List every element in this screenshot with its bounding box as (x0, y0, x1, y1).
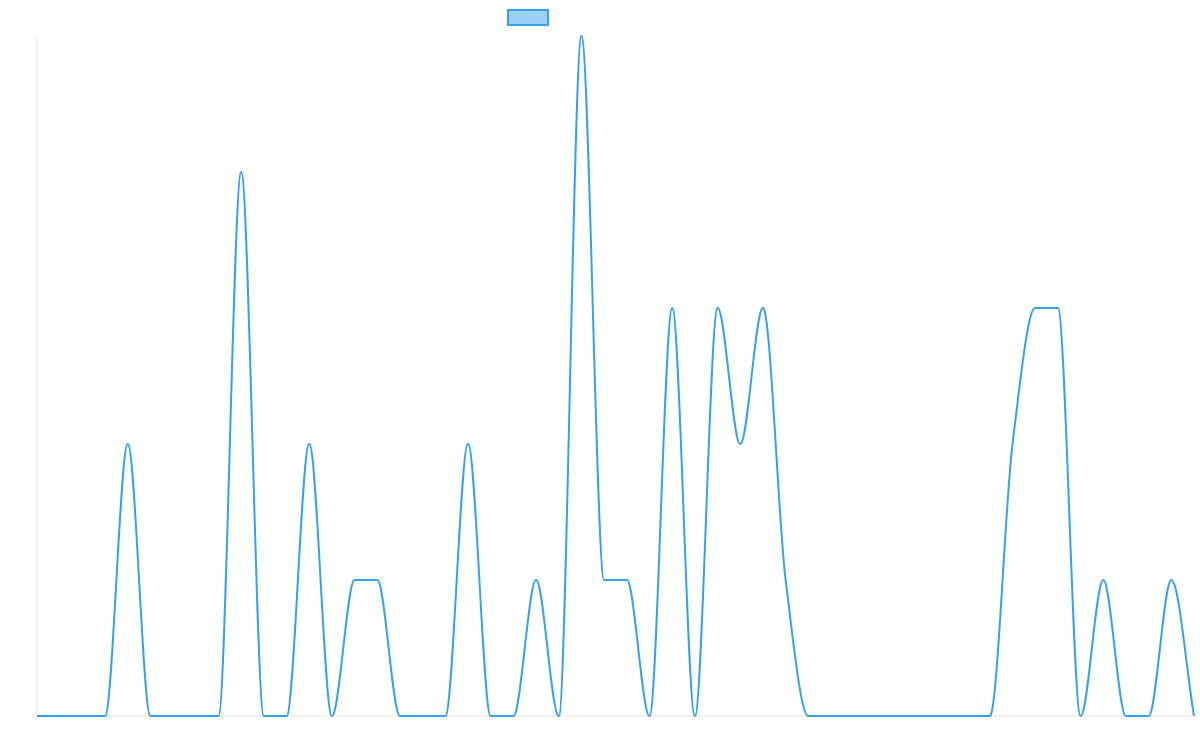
line (37, 34, 1195, 718)
legend-swatch[interactable] (507, 9, 549, 26)
